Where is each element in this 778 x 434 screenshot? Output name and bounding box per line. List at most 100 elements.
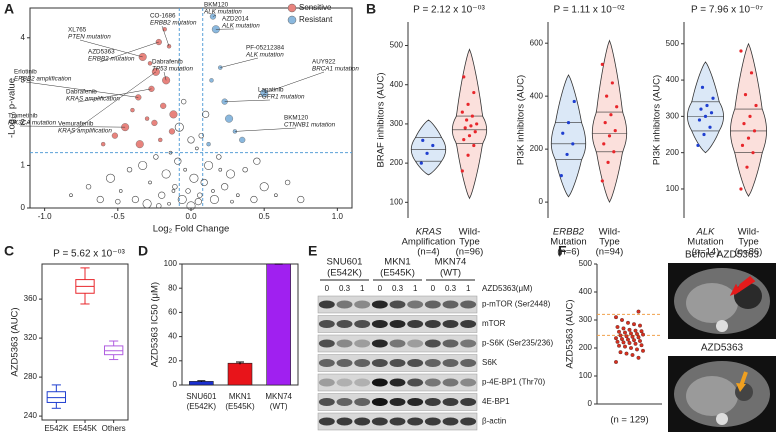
x-tick-label: Wild-	[738, 227, 760, 238]
y-tick-label: 500	[390, 41, 404, 50]
legend-label: Sensitive	[299, 3, 332, 12]
point	[209, 194, 219, 204]
x-tick-label: (n=94)	[596, 247, 624, 258]
point	[572, 99, 576, 104]
x-tick-label: (n=86)	[735, 247, 763, 258]
point	[236, 193, 240, 198]
annotation-marker: FGFR1 mutation	[258, 94, 305, 101]
point	[174, 122, 184, 132]
ct-spine	[716, 320, 728, 332]
blot-band	[424, 417, 441, 426]
annotation-marker: TP53 mutation	[152, 66, 193, 73]
annotation-drug: Dabrafenib	[152, 59, 183, 66]
blot-band	[318, 417, 335, 426]
point	[630, 334, 635, 339]
y-tick-label: 400	[666, 75, 680, 84]
point	[614, 315, 618, 320]
point	[226, 169, 236, 179]
x-tick-label: Mutation	[687, 237, 723, 248]
blot-band	[407, 320, 424, 328]
point	[641, 348, 645, 353]
y-tick-label: 400	[390, 80, 404, 89]
point	[475, 122, 479, 126]
x-tick-label: Amplification	[402, 237, 456, 248]
blot-band	[371, 339, 388, 348]
point	[618, 333, 623, 338]
blot-band	[442, 398, 459, 406]
x-tick-label: Wild-	[459, 227, 481, 238]
y-tick-label: 80	[168, 283, 177, 292]
point	[621, 326, 626, 331]
point	[633, 341, 638, 346]
point	[636, 309, 641, 314]
annotation-drug: Dabrafenib	[66, 89, 97, 96]
blot-band	[442, 417, 459, 426]
blot-band	[407, 300, 424, 309]
blot-band	[354, 398, 371, 406]
point	[751, 151, 755, 155]
cell-line-label: SNU601	[327, 257, 363, 268]
cell-line-label: (E545K)	[380, 268, 415, 279]
y-tick-label: 280	[24, 372, 38, 381]
blot-band	[424, 339, 441, 348]
y-tick-label: 40	[168, 332, 177, 341]
point	[469, 124, 473, 128]
legend-marker	[287, 15, 297, 25]
violin	[591, 39, 628, 204]
annotation-marker: ERBB2 amplification	[14, 76, 72, 83]
point	[96, 195, 104, 204]
point	[617, 329, 621, 334]
x-tick-label: -1.0	[38, 212, 52, 221]
dose-label: 0.3	[339, 284, 351, 293]
leader-line	[77, 88, 152, 103]
blot-band	[318, 378, 335, 387]
point	[633, 328, 638, 333]
panel-label: F	[558, 243, 567, 259]
x-tick-label: SNU601	[186, 392, 217, 401]
point	[69, 193, 73, 198]
x-tick-label: E542K	[44, 424, 69, 433]
point	[613, 128, 617, 133]
point	[742, 122, 746, 126]
leader-line	[220, 57, 259, 68]
blot-band	[407, 417, 424, 426]
point	[624, 334, 629, 339]
blot-band	[442, 320, 459, 328]
point	[627, 341, 632, 345]
y-axis-label: AZD5363 (AUC)	[10, 307, 21, 376]
x-tick-label: (E542K)	[187, 402, 217, 411]
annotation-marker: CTNNB1 mutation	[284, 122, 336, 129]
point	[171, 189, 176, 193]
x-tick-label: (WT)	[270, 402, 288, 411]
blot-band	[389, 339, 406, 348]
point	[106, 173, 116, 183]
point	[221, 183, 229, 191]
point	[566, 121, 571, 125]
y-tick-label: 100	[579, 371, 593, 380]
blot-band	[407, 398, 424, 406]
y-axis-label: -Log₁₀ p-value	[7, 78, 18, 138]
point	[186, 201, 196, 211]
y-tick-label: 500	[666, 39, 680, 48]
point	[259, 182, 269, 192]
y-tick-label: 100	[390, 197, 404, 206]
x-tick-label: KRAS	[416, 227, 443, 238]
point	[242, 167, 248, 173]
point	[636, 335, 641, 340]
blot-band	[424, 359, 441, 367]
x-tick-label: 0.0	[185, 212, 197, 221]
y-tick-label: 300	[390, 119, 404, 128]
chart-title: P = 7.96 x 10⁻⁰⁷	[691, 5, 763, 16]
ct-title: AZD5363	[701, 343, 744, 354]
point	[559, 174, 563, 178]
y-tick-label: 1	[21, 161, 26, 170]
cell-line-label: MKN1	[384, 257, 410, 268]
point	[174, 157, 182, 165]
point	[284, 179, 291, 186]
blot-row-label: p-mTOR (Ser2448)	[482, 300, 551, 309]
point	[612, 150, 616, 154]
panel-label: C	[4, 243, 14, 259]
point	[605, 94, 609, 98]
point	[118, 189, 123, 193]
annotation-drug: CO-1686	[150, 13, 176, 20]
